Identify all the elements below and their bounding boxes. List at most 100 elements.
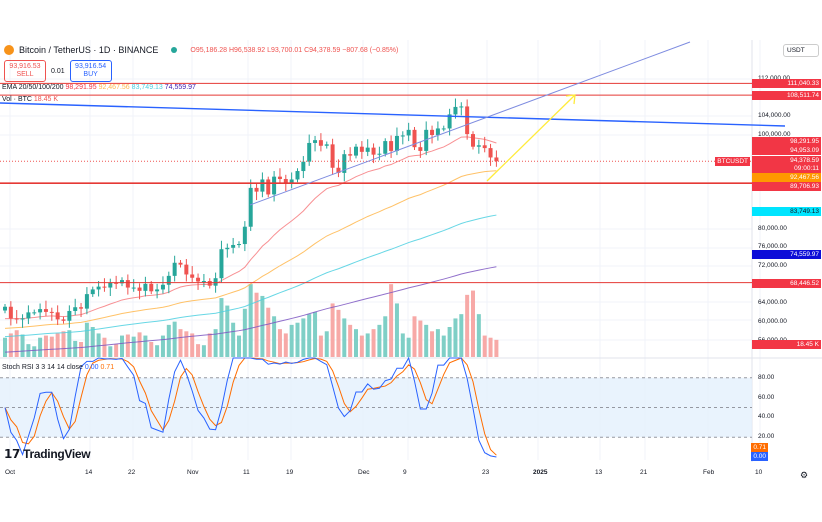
volume-bar bbox=[190, 333, 195, 357]
candle-body bbox=[32, 312, 37, 314]
candle bbox=[108, 278, 113, 296]
candle bbox=[125, 274, 130, 295]
settings-icon[interactable]: ⚙ bbox=[800, 470, 809, 480]
volume-bar bbox=[289, 324, 294, 357]
candle bbox=[435, 121, 440, 141]
candle-body bbox=[172, 262, 177, 276]
candle-body bbox=[143, 283, 148, 291]
ema200-value: 74,559.97 bbox=[164, 84, 196, 91]
volume-bar bbox=[342, 318, 347, 357]
candle bbox=[412, 127, 417, 150]
volume-bar bbox=[108, 346, 113, 357]
candle bbox=[330, 138, 335, 175]
volume-legend[interactable]: Vol · BTC 18.45 K bbox=[2, 96, 58, 103]
candle-body bbox=[348, 154, 353, 156]
volume-bar bbox=[143, 335, 148, 357]
price-tick: 72,000.00 bbox=[758, 262, 787, 270]
candle bbox=[482, 136, 487, 153]
ema200-line bbox=[4, 266, 497, 353]
price-label: 94,378.59 bbox=[752, 155, 821, 165]
volume-bar bbox=[178, 329, 183, 357]
brand-text: TradingView bbox=[23, 447, 91, 461]
candle bbox=[371, 143, 376, 164]
candle bbox=[324, 141, 329, 149]
volume-value-label: 18.45 K bbox=[752, 340, 821, 349]
currency-selector[interactable]: USDT bbox=[783, 44, 819, 57]
volume-bar bbox=[131, 336, 136, 357]
volume-bar bbox=[73, 340, 78, 357]
candle bbox=[184, 259, 189, 282]
ema-label: EMA 20/50/100/200 bbox=[2, 84, 64, 91]
candle bbox=[359, 141, 364, 159]
candle bbox=[79, 303, 84, 318]
candle-body bbox=[3, 306, 7, 311]
volume-bar bbox=[318, 335, 323, 357]
close-value: C94,378.59 bbox=[304, 46, 341, 54]
candle-body bbox=[131, 287, 136, 289]
volume-bar bbox=[330, 303, 335, 357]
candle bbox=[32, 309, 37, 316]
volume-bar bbox=[125, 334, 130, 357]
candle-body bbox=[213, 278, 218, 286]
candle bbox=[494, 150, 499, 167]
volume-bar bbox=[43, 335, 48, 357]
candle bbox=[149, 281, 154, 295]
candle bbox=[231, 237, 236, 254]
candle-body bbox=[430, 129, 435, 135]
price-tick: 60,000.00 bbox=[758, 318, 787, 326]
price-tick: 104,000.00 bbox=[758, 112, 791, 120]
ema-legend[interactable]: EMA 20/50/100/200 98,291.95 92,467.56 83… bbox=[2, 84, 196, 91]
candle-body bbox=[49, 311, 54, 313]
volume-bar bbox=[365, 333, 370, 357]
sell-button[interactable]: 93,916.53 SELL bbox=[4, 60, 46, 82]
candle-body bbox=[418, 147, 423, 151]
buy-button[interactable]: 93,916.54 BUY bbox=[69, 60, 112, 82]
volume-bar bbox=[3, 337, 7, 357]
volume-bar bbox=[488, 337, 493, 357]
candle-body bbox=[371, 147, 376, 155]
trade-panel: 93,916.53 SELL 0.01 93,916.54 BUY bbox=[4, 60, 112, 82]
candle bbox=[131, 279, 136, 292]
candle-body bbox=[178, 262, 183, 265]
candle-body bbox=[20, 318, 25, 320]
vol-label: Vol · BTC bbox=[2, 96, 32, 103]
volume-bar bbox=[166, 324, 171, 357]
candle bbox=[383, 138, 388, 157]
candle-body bbox=[330, 144, 335, 168]
volume-bar bbox=[313, 312, 318, 357]
candle-body bbox=[359, 146, 364, 152]
volume-bar bbox=[260, 295, 265, 357]
candle bbox=[67, 305, 72, 328]
candle bbox=[424, 121, 429, 156]
candle bbox=[38, 303, 43, 320]
volume-bar bbox=[430, 331, 435, 357]
candle-body bbox=[201, 281, 206, 283]
tradingview-logo[interactable]: 𝟭𝟳 TradingView bbox=[4, 447, 91, 461]
candle-body bbox=[365, 147, 370, 152]
candle bbox=[201, 273, 206, 288]
candle bbox=[260, 172, 265, 198]
volume-bar bbox=[277, 329, 282, 357]
candle bbox=[43, 300, 48, 317]
candle-body bbox=[465, 106, 470, 135]
candle bbox=[219, 240, 224, 283]
stoch-legend[interactable]: Stoch RSI 3 3 14 14 close 0.00 0.71 bbox=[2, 364, 114, 371]
symbol-title[interactable]: Bitcoin / TetherUS · 1D · BINANCE bbox=[19, 45, 159, 55]
volume-bar bbox=[225, 305, 230, 357]
volume-bar bbox=[482, 335, 487, 357]
candle bbox=[471, 131, 475, 150]
volume-bar bbox=[84, 322, 89, 357]
candle-body bbox=[84, 294, 89, 309]
candle-body bbox=[190, 274, 195, 278]
candle-body bbox=[482, 145, 487, 149]
market-open-icon bbox=[171, 47, 178, 53]
projection-arrow bbox=[486, 94, 576, 182]
candle-body bbox=[277, 176, 282, 179]
candle-body bbox=[38, 309, 43, 313]
buy-label: BUY bbox=[83, 71, 98, 78]
stoch-label: Stoch RSI 3 3 14 14 close bbox=[2, 364, 83, 371]
stoch-k-line bbox=[4, 356, 497, 458]
volume-bar bbox=[295, 322, 300, 357]
candle-body bbox=[125, 280, 130, 288]
